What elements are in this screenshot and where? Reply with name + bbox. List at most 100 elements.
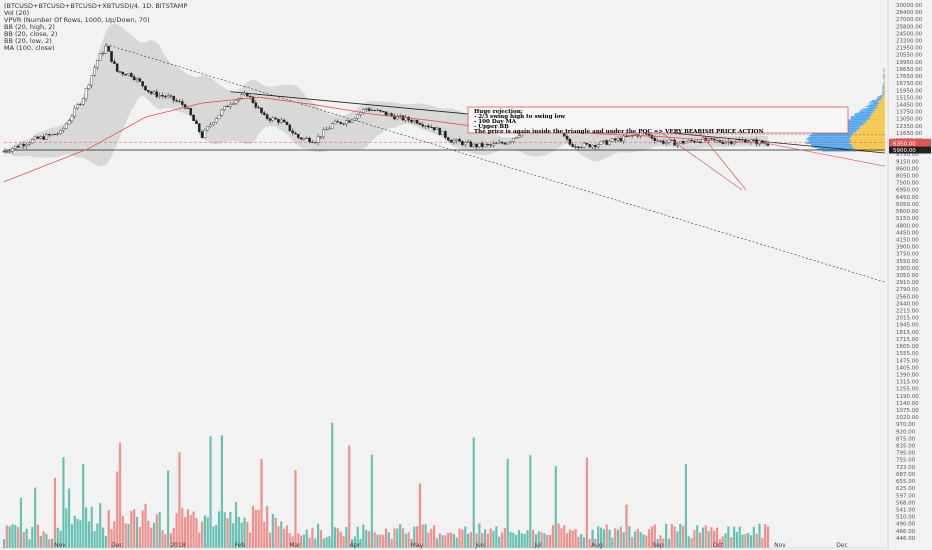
vpvr-up-bin xyxy=(883,79,885,80)
price-tick-label: 3900.00 xyxy=(896,245,919,251)
volume-bar xyxy=(99,503,102,548)
volume-bar xyxy=(220,435,223,548)
price-tick-label: 27000.00 xyxy=(896,17,923,23)
volume-bar xyxy=(642,534,645,548)
vpvr-up-bin xyxy=(882,90,885,92)
volume-bar xyxy=(376,534,379,548)
volume-bar xyxy=(430,528,433,548)
candle-body xyxy=(506,142,509,145)
candle-body xyxy=(427,125,430,128)
price-tick-label: 1315.00 xyxy=(896,380,919,386)
volume-bar xyxy=(311,527,314,548)
price-tick-label: 625.00 xyxy=(896,486,916,492)
candle-body xyxy=(268,118,272,121)
vpvr-up-bin xyxy=(864,109,876,111)
candle-body xyxy=(568,139,572,145)
candle-body xyxy=(217,114,221,119)
candle-body xyxy=(257,107,260,109)
price-tick-label: 15150.00 xyxy=(896,95,923,101)
price-tick-label: 8050.00 xyxy=(896,174,919,180)
candle-body xyxy=(345,120,348,125)
vpvr-up-bin xyxy=(860,111,874,112)
candle-body xyxy=(169,95,173,97)
vpvr-up-bin xyxy=(880,95,883,96)
candle-body xyxy=(486,144,490,146)
candle-body xyxy=(22,144,26,147)
vpvr-up-bin xyxy=(812,145,853,147)
candle-body xyxy=(240,94,243,99)
candle-body xyxy=(189,108,193,116)
time-tick-label: Sep xyxy=(652,542,664,549)
candle-body xyxy=(681,141,685,144)
vpvr-up-bin xyxy=(840,123,865,125)
volume-bar xyxy=(150,527,153,548)
candle-body xyxy=(64,123,68,129)
volume-bar xyxy=(662,538,665,548)
price-tick-label: 1815.00 xyxy=(896,330,919,336)
price-tick-label: 30000.00 xyxy=(896,3,923,9)
volume-bar xyxy=(277,526,280,548)
volume-bar xyxy=(62,457,65,548)
volume-bar xyxy=(121,516,124,548)
candle-body xyxy=(435,127,439,131)
candle-body xyxy=(121,71,125,75)
candle-body xyxy=(322,129,326,137)
annotation-line-2: - 100 Day MA xyxy=(474,119,517,125)
volume-bar xyxy=(116,471,119,548)
volume-bar xyxy=(379,534,382,548)
vpvr-down-bin xyxy=(871,113,885,114)
vpvr-up-bin xyxy=(872,100,880,101)
candle-body xyxy=(616,138,620,141)
volume-bar xyxy=(67,488,71,548)
volume-bar xyxy=(461,529,464,548)
volume-bar xyxy=(104,535,107,548)
volume-bar xyxy=(449,532,453,548)
volume-bar xyxy=(251,505,255,548)
vpvr-up-bin xyxy=(805,143,850,144)
candle-body xyxy=(130,73,133,77)
volume-bar xyxy=(458,528,461,548)
vpvr-down-bin xyxy=(883,68,885,70)
candle-body xyxy=(749,139,753,143)
vpvr-down-bin xyxy=(869,118,885,119)
vpvr-down-bin xyxy=(875,106,885,107)
volume-bar xyxy=(690,538,693,548)
vpvr-down-bin xyxy=(883,92,885,94)
vpvr-down-bin xyxy=(853,147,885,149)
volume-bar xyxy=(206,517,209,548)
volume-bar xyxy=(14,525,17,548)
volume-bar xyxy=(387,532,390,548)
volume-bar xyxy=(625,504,628,548)
vpvr-down-bin xyxy=(869,117,885,119)
time-tick-label: Aug xyxy=(591,542,603,549)
time-axis[interactable]: Nov Dec 2018 Feb Mar Apr May Jun Jul Aug Sep Oct Nov… xyxy=(0,542,888,549)
axis-background xyxy=(888,0,932,550)
candle-body xyxy=(602,140,606,142)
time-tick-label: May xyxy=(411,542,424,549)
candle-body xyxy=(458,139,461,142)
candle-body xyxy=(721,141,725,144)
candle-body xyxy=(42,136,45,140)
volume-bar xyxy=(517,530,521,548)
volume-bar xyxy=(133,509,136,548)
vpvr-up-bin xyxy=(862,108,875,110)
price-tick-label: 2790.00 xyxy=(896,287,919,293)
candle-body xyxy=(33,136,37,140)
price-axis[interactable]: 30000.0028400.0027000.0025800.0024500.00… xyxy=(887,0,932,550)
vpvr-up-bin xyxy=(881,90,884,91)
vpvr-down-bin xyxy=(862,124,885,126)
volume-bar xyxy=(51,538,54,548)
price-tick-label: 14450.00 xyxy=(896,102,923,108)
candle-body xyxy=(158,95,161,97)
candle-body xyxy=(285,121,289,125)
candle-body xyxy=(195,120,198,124)
volume-bar xyxy=(56,527,59,548)
vpvr-up-bin xyxy=(882,77,884,78)
vpvr-down-bin xyxy=(870,114,885,116)
price-tag-box xyxy=(889,146,931,154)
candle-body xyxy=(407,116,410,121)
volume-bar xyxy=(512,532,515,548)
vpvr-down-bin xyxy=(879,100,885,101)
volume-bar xyxy=(96,523,99,548)
vpvr-down-bin xyxy=(881,96,885,98)
